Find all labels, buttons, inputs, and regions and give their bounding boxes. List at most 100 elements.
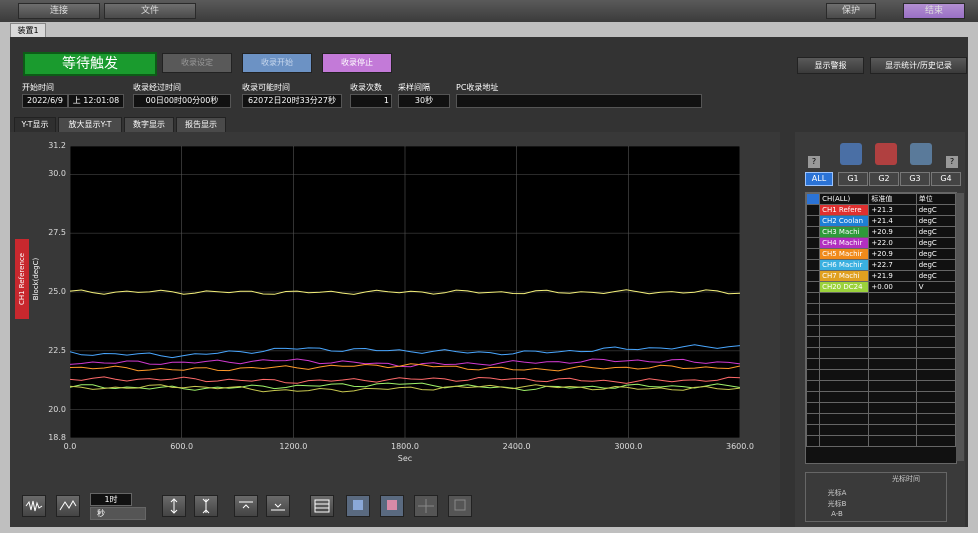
cursor-time-table: 光标时间 光标A 光标B A-B bbox=[805, 472, 947, 522]
pc-path-field[interactable] bbox=[456, 94, 702, 108]
empty-row bbox=[806, 325, 956, 337]
empty-cell bbox=[915, 424, 956, 436]
tab-digital-display[interactable]: 数字显示 bbox=[124, 117, 174, 133]
channel-value: +21.9 bbox=[868, 270, 917, 282]
y-tick-label: 31.2 bbox=[48, 141, 66, 150]
y-zoom-out-button[interactable] bbox=[194, 495, 218, 517]
pc-path-label: PC收录地址 bbox=[456, 83, 499, 92]
channel-row[interactable]: CH6 Machir +22.7 degC bbox=[806, 259, 956, 271]
peak-button[interactable] bbox=[56, 495, 80, 517]
group-g1-button[interactable]: G1 bbox=[838, 172, 868, 186]
empty-cell bbox=[819, 336, 870, 348]
channel-row[interactable]: CH5 Machir +20.9 degC bbox=[806, 248, 956, 260]
empty-cell bbox=[806, 325, 821, 337]
empty-cell bbox=[868, 336, 917, 348]
y-shift-down-button[interactable] bbox=[266, 495, 290, 517]
stats-history-button[interactable]: 显示统计/历史记录 bbox=[870, 57, 967, 74]
x-tick-label: 1800.0 bbox=[391, 442, 419, 451]
connect-button[interactable]: 连接 bbox=[18, 3, 100, 19]
header-channel: CH(ALL) bbox=[819, 193, 870, 205]
table-icon-button[interactable] bbox=[310, 495, 334, 517]
cursor-time-header: 光标时间 bbox=[892, 475, 920, 483]
cursor-a-tag-icon[interactable] bbox=[840, 143, 862, 165]
y-tick-label: 20.0 bbox=[48, 404, 66, 414]
cursor-b-button[interactable] bbox=[380, 495, 404, 517]
group-g3-button[interactable]: G3 bbox=[900, 172, 930, 186]
alarm-display-button[interactable]: 显示警报 bbox=[797, 57, 864, 74]
empty-row bbox=[806, 303, 956, 315]
header-value: 标准值 bbox=[868, 193, 917, 205]
acq-setting-button[interactable]: 收录设定 bbox=[162, 53, 232, 73]
group-g2-button[interactable]: G2 bbox=[869, 172, 899, 186]
y-zoom-in-button[interactable] bbox=[162, 495, 186, 517]
acq-stop-button[interactable]: 收录停止 bbox=[322, 53, 392, 73]
channel-unit: degC bbox=[915, 237, 956, 249]
protect-button[interactable]: 保护 bbox=[826, 3, 876, 19]
channel-table-scrollbar[interactable] bbox=[956, 193, 964, 461]
empty-cell bbox=[819, 347, 870, 359]
file-menu-button[interactable]: 文件 bbox=[104, 3, 196, 19]
empty-cell bbox=[819, 303, 870, 315]
y-shift-up-button[interactable] bbox=[234, 495, 258, 517]
device-tab[interactable]: 装置1 bbox=[10, 23, 46, 37]
crosshair-button[interactable] bbox=[414, 495, 438, 517]
time-scale-value[interactable]: 1时 bbox=[90, 493, 132, 506]
row-indicator bbox=[806, 226, 821, 238]
acq-start-button[interactable]: 收录开始 bbox=[242, 53, 312, 73]
channel-row[interactable]: CH3 Machi +20.9 degC bbox=[806, 226, 956, 238]
empty-cell bbox=[806, 424, 821, 436]
row-indicator bbox=[806, 248, 821, 260]
possible-value: 62072日20时33分27秒 bbox=[242, 94, 342, 108]
tab-yt-display[interactable]: Y-T显示 bbox=[14, 117, 56, 133]
cursor-a-button[interactable] bbox=[346, 495, 370, 517]
empty-cell bbox=[806, 435, 821, 447]
group-all-button[interactable]: ALL bbox=[805, 172, 833, 186]
empty-cell bbox=[819, 402, 870, 414]
channel-value: +0.00 bbox=[868, 281, 917, 293]
empty-cell bbox=[915, 314, 956, 326]
cursor-b-tag-icon[interactable] bbox=[875, 143, 897, 165]
channel-unit: degC bbox=[915, 204, 956, 216]
empty-row bbox=[806, 435, 956, 447]
channel-unit: V bbox=[915, 281, 956, 293]
empty-cell bbox=[915, 336, 956, 348]
channel-name: CH6 Machir bbox=[819, 259, 870, 271]
channel-row[interactable]: CH20 DC24 +0.00 V bbox=[806, 281, 956, 293]
help-right-button[interactable]: ? bbox=[946, 156, 958, 168]
empty-cell bbox=[868, 369, 917, 381]
channel-row[interactable]: CH2 Coolan +21.4 degC bbox=[806, 215, 956, 227]
interval-value: 30秒 bbox=[398, 94, 450, 108]
empty-cell bbox=[868, 303, 917, 315]
channel-row[interactable]: CH4 Machir +22.0 degC bbox=[806, 237, 956, 249]
empty-cell bbox=[806, 314, 821, 326]
tab-zoom-yt[interactable]: 放大显示Y-T bbox=[58, 117, 122, 133]
empty-cell bbox=[915, 358, 956, 370]
channel-value: +20.9 bbox=[868, 226, 917, 238]
tab-report-display[interactable]: 报告显示 bbox=[176, 117, 226, 133]
channel-row[interactable]: CH1 Refere +21.3 degC bbox=[806, 204, 956, 216]
channel-row[interactable]: CH7 Machi +21.9 degC bbox=[806, 270, 956, 282]
help-left-button[interactable]: ? bbox=[808, 156, 820, 168]
group-g4-button[interactable]: G4 bbox=[931, 172, 961, 186]
empty-cell bbox=[868, 314, 917, 326]
yt-chart[interactable] bbox=[70, 146, 740, 438]
row-indicator bbox=[806, 281, 821, 293]
empty-row bbox=[806, 369, 956, 381]
y-tick-label: 22.5 bbox=[48, 345, 66, 355]
empty-row bbox=[806, 314, 956, 326]
channel-value: +21.4 bbox=[868, 215, 917, 227]
marker-button[interactable] bbox=[448, 495, 472, 517]
series-line bbox=[70, 384, 740, 393]
cursor-ab-label: A-B bbox=[831, 510, 843, 518]
empty-row bbox=[806, 358, 956, 370]
row-indicator bbox=[806, 270, 821, 282]
time-unit-select[interactable]: 秒 bbox=[90, 507, 146, 520]
y-axis-label-container: CH1 Reference Block(degC) bbox=[10, 239, 40, 320]
waveform-button[interactable] bbox=[22, 495, 46, 517]
status-indicator: 等待触发 bbox=[23, 52, 157, 76]
empty-cell bbox=[868, 325, 917, 337]
empty-cell bbox=[819, 391, 870, 403]
end-button[interactable]: 结束 bbox=[903, 3, 965, 19]
cursor-ab-tag-icon[interactable] bbox=[910, 143, 932, 165]
empty-row bbox=[806, 424, 956, 436]
